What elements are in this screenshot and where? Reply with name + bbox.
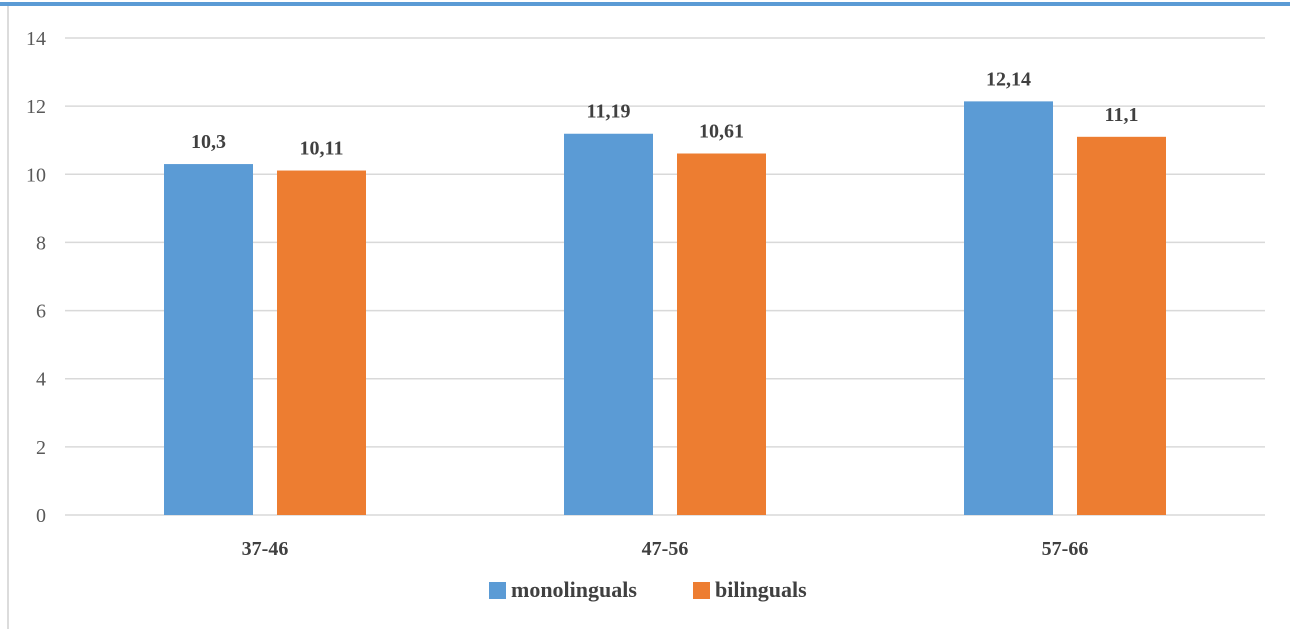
y-tick-label-0: 0 [36,505,46,527]
y-tick-label-4: 4 [36,369,46,391]
y-tick-label-14: 14 [26,28,46,50]
data-label-bilinguals-37-46: 10,11 [300,138,344,160]
y-tick-label-2: 2 [36,437,46,459]
data-label-monolinguals-37-46: 10,3 [191,131,226,153]
gridlines [65,37,1265,516]
x-axis-category-labels: 37-46 47-56 57-66 [242,538,1089,560]
legend-label-bilinguals: bilinguals [715,577,807,602]
category-label-47-56: 47-56 [642,538,689,560]
y-tick-label-10: 10 [26,164,46,186]
category-label-37-46: 37-46 [242,538,289,560]
legend-label-monolinguals: monolinguals [511,577,637,602]
legend-swatch-monolinguals [489,582,506,599]
data-label-monolinguals-47-56: 11,19 [587,101,631,123]
bar-bilinguals-47-56 [677,153,766,515]
bars [164,101,1166,516]
bar-monolinguals-37-46 [164,164,253,516]
bar-bilinguals-57-66 [1077,136,1166,516]
legend-swatch-bilinguals [693,582,710,599]
bar-monolinguals-47-56 [564,133,653,515]
bar-bilinguals-37-46 [277,170,366,516]
data-label-bilinguals-57-66: 11,1 [1105,104,1139,126]
data-label-bilinguals-47-56: 10,61 [699,121,744,143]
legend: monolinguals bilinguals [489,577,807,602]
y-axis-tick-labels: 0 2 4 6 8 10 12 14 [26,28,46,527]
y-tick-label-8: 8 [36,232,46,254]
y-tick-label-12: 12 [26,96,46,118]
bar-monolinguals-57-66 [964,101,1053,515]
category-label-57-66: 57-66 [1042,538,1089,560]
data-label-monolinguals-57-66: 12,14 [986,68,1031,90]
y-tick-label-6: 6 [36,301,46,323]
data-labels: 10,3 10,11 11,19 10,61 12,14 11,1 [191,68,1138,159]
